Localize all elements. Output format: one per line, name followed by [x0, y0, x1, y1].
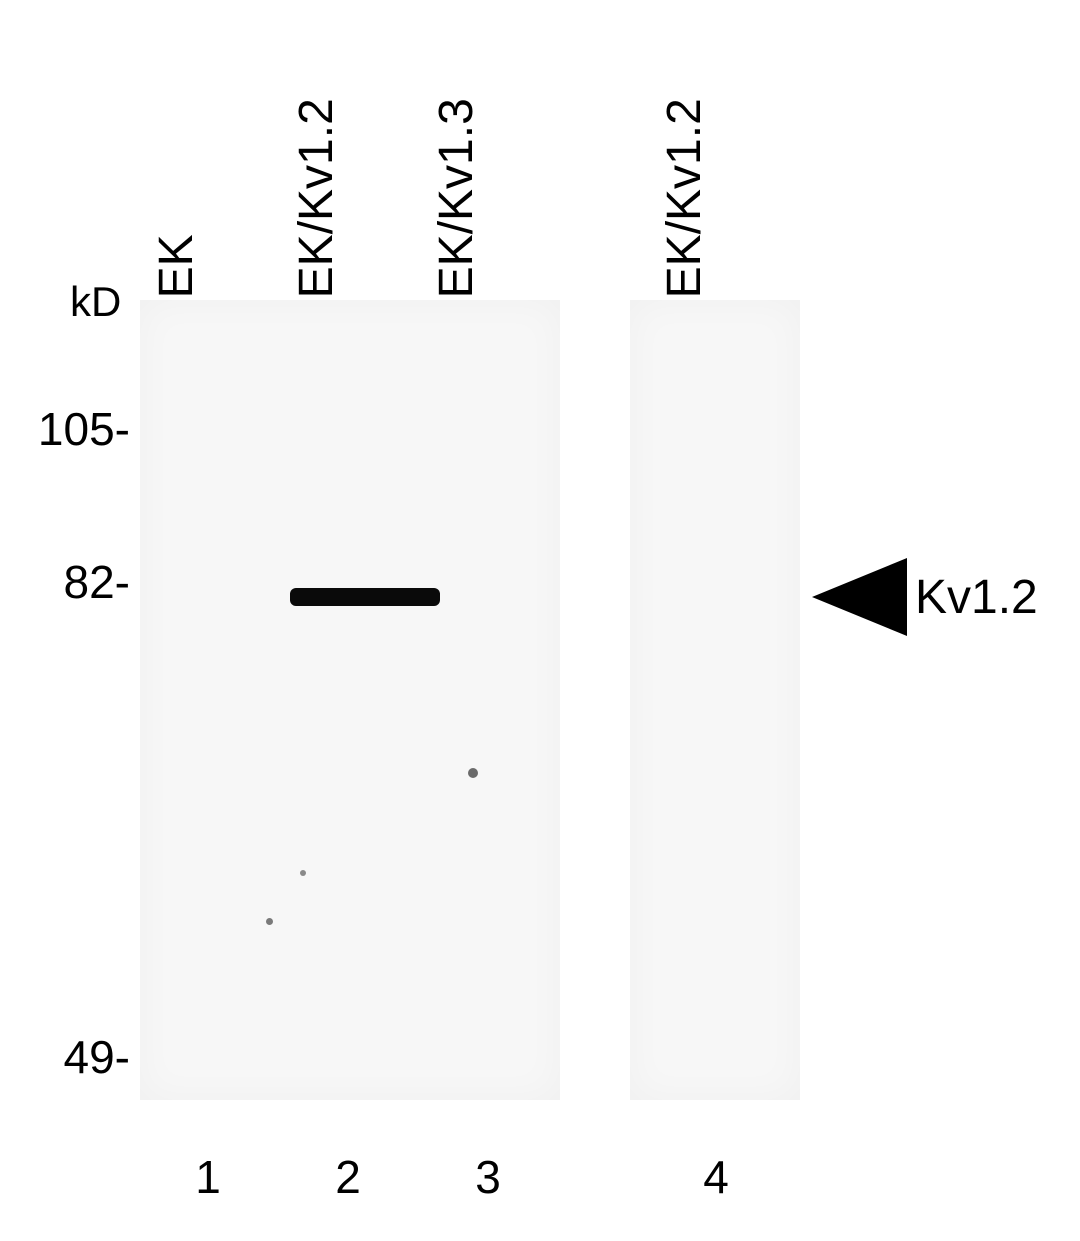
lane-number-3: 3	[458, 1150, 518, 1204]
arrow-left-icon	[812, 558, 907, 636]
lane-label-4: HEK/Kv1.2	[657, 98, 712, 333]
lane-number-1: 1	[178, 1150, 238, 1204]
kv12-band	[290, 588, 440, 606]
kd-unit-label: kD	[70, 278, 121, 326]
lane-label-2: HEK/Kv1.2	[289, 98, 344, 333]
lane-label-3: HEK/Kv1.3	[429, 98, 484, 333]
blot-panel-right	[630, 300, 800, 1100]
blot-speck	[300, 870, 306, 876]
arrow-label: Kv1.2	[915, 570, 1038, 625]
lane-number-4: 4	[686, 1150, 746, 1204]
band-arrow: Kv1.2	[812, 558, 1038, 636]
mw-marker-105: 105-	[20, 402, 130, 456]
lane-number-2: 2	[318, 1150, 378, 1204]
mw-marker-49: 49-	[20, 1030, 130, 1084]
mw-marker-82: 82-	[20, 555, 130, 609]
blot-speck	[266, 918, 273, 925]
figure-canvas: kD 105- 82- 49- HEK HEK/Kv1.2 HEK/Kv1.3 …	[0, 0, 1080, 1241]
blot-panel-left	[140, 300, 560, 1100]
blot-speck	[468, 768, 478, 778]
